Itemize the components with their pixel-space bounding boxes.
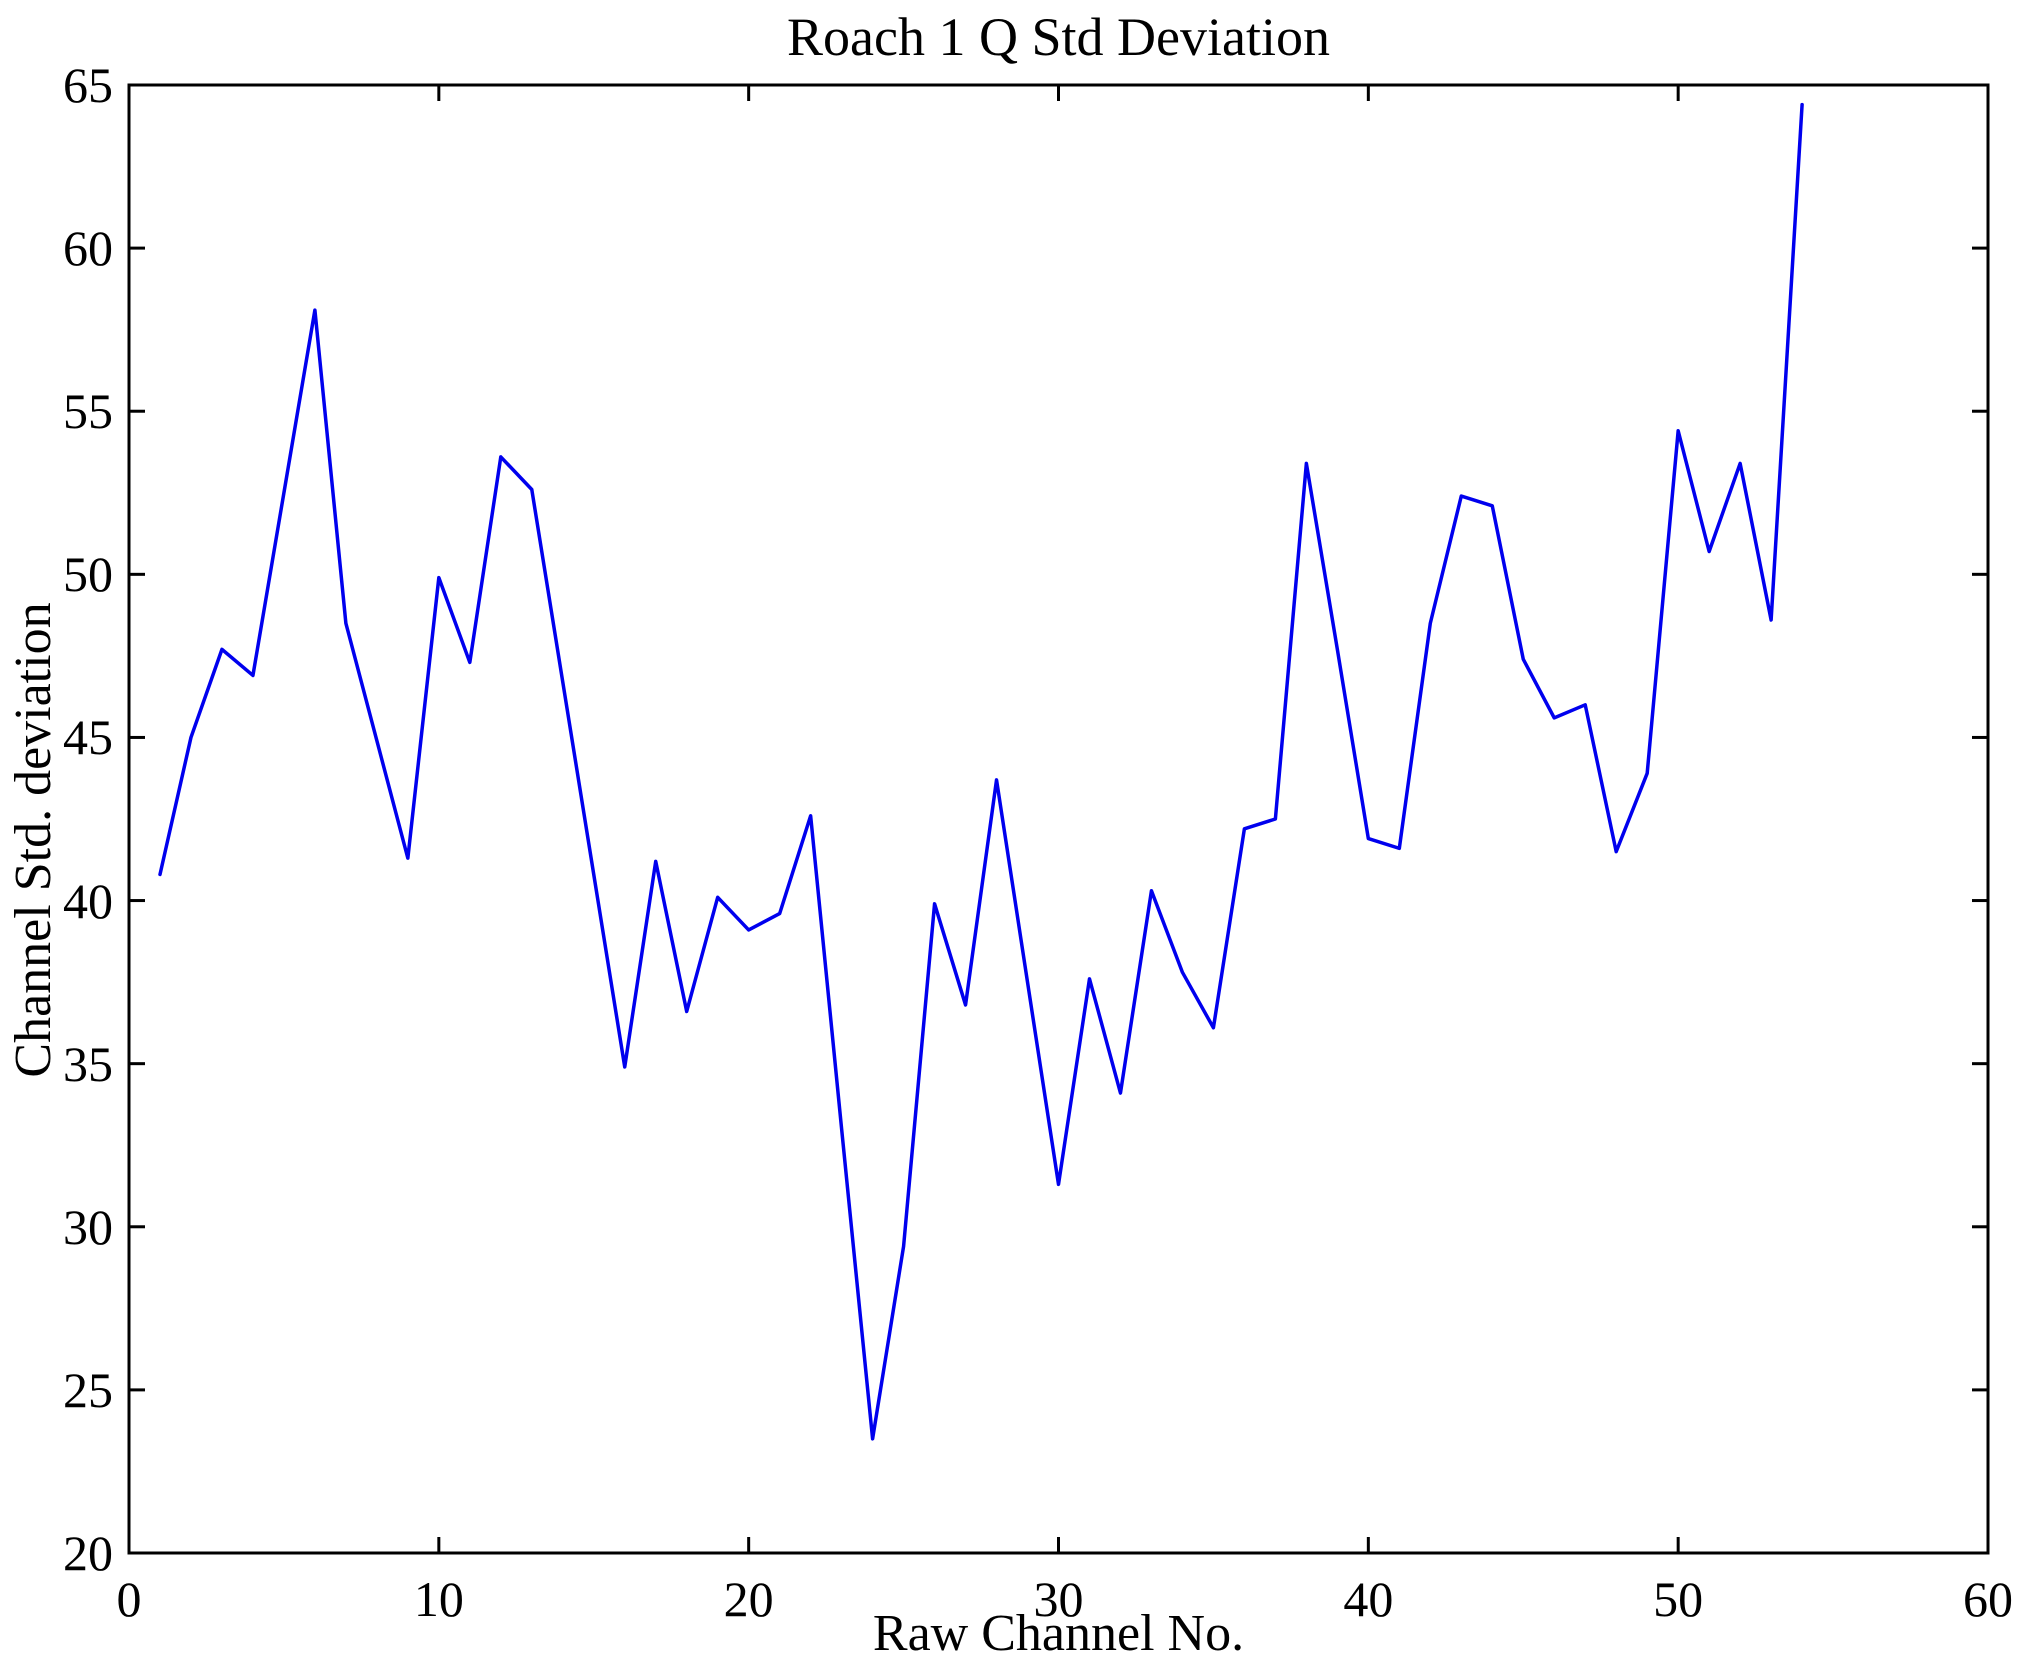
y-tick-label-40: 40 xyxy=(63,872,113,929)
x-tick-label-60: 60 xyxy=(1963,1571,2013,1627)
data-series-line xyxy=(158,102,1804,1441)
y-tick-label-25: 25 xyxy=(63,1361,113,1418)
y-tick-label-45: 45 xyxy=(63,709,113,766)
y-tick-label-20: 20 xyxy=(63,1525,113,1581)
x-tick-label-0: 0 xyxy=(116,1571,142,1627)
x-tick-label-10: 10 xyxy=(413,1571,464,1627)
y-tick-label-55: 55 xyxy=(63,383,113,440)
x-tick-label-20: 20 xyxy=(723,1571,774,1627)
y-tick-label-35: 35 xyxy=(63,1035,113,1092)
x-tick-label-50: 50 xyxy=(1653,1571,1704,1627)
y-tick-label-30: 30 xyxy=(63,1198,113,1255)
x-tick-label-30: 30 xyxy=(1033,1571,1084,1627)
chart-title: Roach 1 Q Std Deviation xyxy=(787,7,1330,67)
axes-box xyxy=(127,83,1990,1555)
y-tick-label-50: 50 xyxy=(63,546,113,603)
y-tick-label-60: 60 xyxy=(63,220,113,277)
x-tick-label-40: 40 xyxy=(1343,1571,1394,1627)
y-tick-label-65: 65 xyxy=(63,57,113,113)
x-axis-label: Raw Channel No. xyxy=(872,1605,1245,1662)
